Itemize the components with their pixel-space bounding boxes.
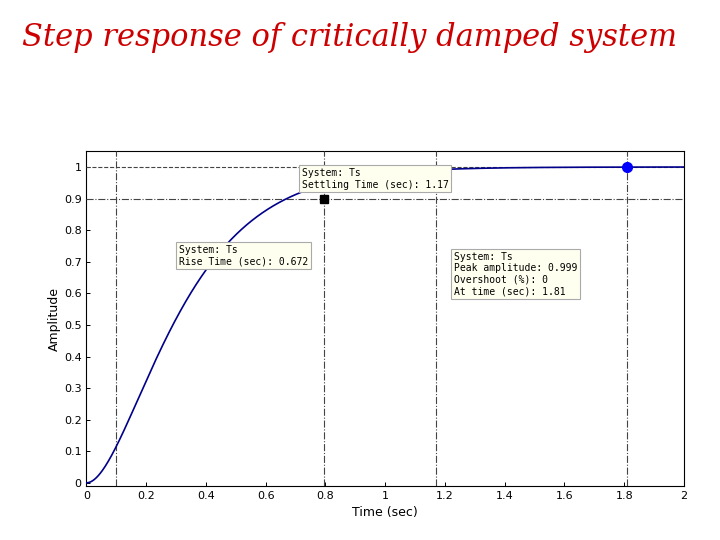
Y-axis label: Amplitude: Amplitude: [48, 287, 61, 350]
Text: System: Ts
Rise Time (sec): 0.672: System: Ts Rise Time (sec): 0.672: [179, 245, 308, 267]
Text: System: Ts
Settling Time (sec): 1.17: System: Ts Settling Time (sec): 1.17: [302, 168, 449, 190]
Text: Step response of critically damped system: Step response of critically damped syste…: [22, 22, 677, 53]
Text: System: Ts
Peak amplitude: 0.999
Overshoot (%): 0
At time (sec): 1.81: System: Ts Peak amplitude: 0.999 Oversho…: [454, 252, 577, 296]
X-axis label: Time (sec): Time (sec): [352, 507, 418, 519]
